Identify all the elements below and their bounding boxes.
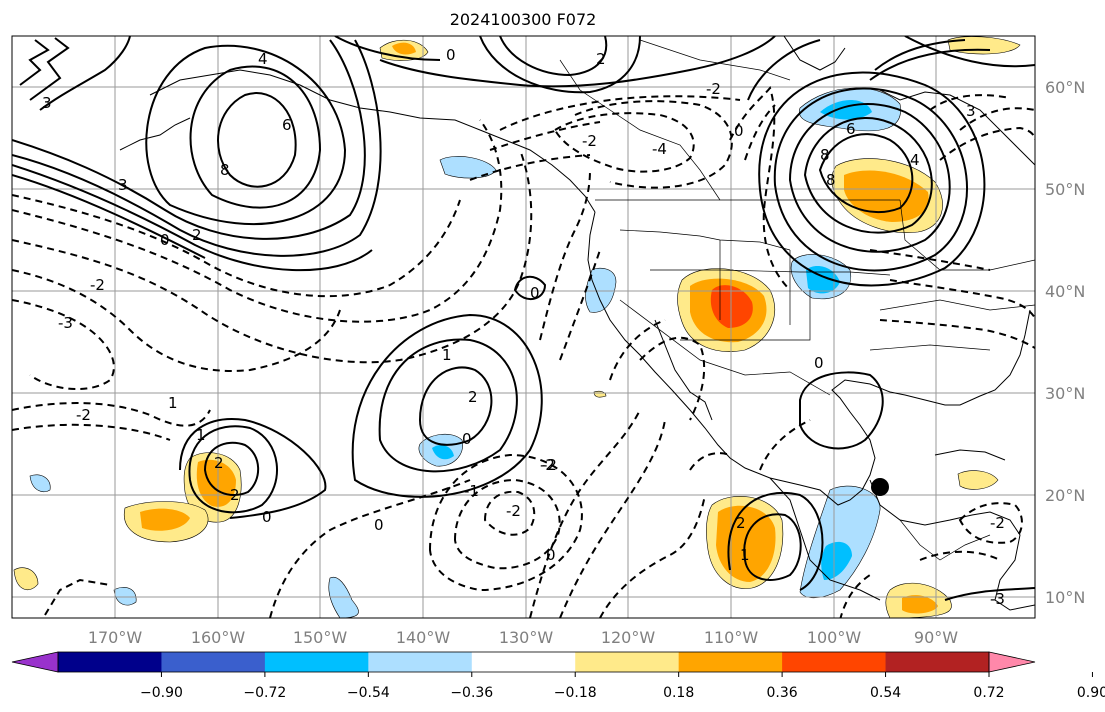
- colorbar-tick-label: −0.72: [243, 685, 286, 701]
- contour-label: 0: [734, 122, 744, 140]
- contour-label: -3: [990, 590, 1005, 608]
- contour-label: 8: [820, 146, 830, 164]
- lat-label: 60°N: [1045, 78, 1085, 97]
- contour-label: 3: [118, 176, 128, 194]
- lat-label: 20°N: [1045, 486, 1085, 505]
- contour-label: -2: [582, 132, 597, 150]
- colorbar-tick-label: −0.36: [450, 685, 493, 701]
- contour-label: 0: [530, 284, 540, 302]
- longitude-labels: 170°W 160°W 150°W 140°W 130°W 120°W 110°…: [88, 628, 958, 647]
- contour-label: 2: [596, 50, 606, 68]
- contour-labels: 4 6 8 3 0 2 3 2 0 -2 -2 -4 6 8 8 4 3 0 -…: [42, 46, 1005, 608]
- lat-label: 50°N: [1045, 180, 1085, 199]
- contour-label: 2: [192, 226, 202, 244]
- solid-contours: [12, 36, 1035, 601]
- station-marker: [871, 478, 889, 496]
- contour-label: -2: [506, 502, 521, 520]
- contour-label: -3: [58, 314, 73, 332]
- contour-label: 0: [160, 231, 170, 249]
- colorbar-cell: [58, 652, 162, 672]
- colorbar-cell: [885, 652, 990, 672]
- lon-label: 100°W: [807, 628, 862, 647]
- colorbar-tick-labels: −0.90 −0.72 −0.54 −0.36 −0.18 0.18 0.36 0.54 0.7…: [140, 672, 1105, 701]
- contour-label: 6: [846, 120, 856, 138]
- contour-label: 2: [230, 486, 240, 504]
- lon-label: 120°W: [601, 628, 656, 647]
- map-title: 2024100300 F072: [450, 10, 597, 29]
- colorbar-cell: [471, 652, 576, 672]
- coastlines: [119, 36, 1035, 611]
- lon-label: 160°W: [191, 628, 246, 647]
- contour-label: 2: [214, 454, 224, 472]
- contour-label: 1: [442, 346, 452, 364]
- contour-label: -2: [540, 456, 555, 474]
- lon-label: 170°W: [88, 628, 143, 647]
- contour-label: 0: [446, 46, 456, 64]
- contour-label: 0: [374, 516, 384, 534]
- contour-label: 8: [826, 171, 836, 189]
- contour-label: 1: [168, 394, 178, 412]
- graticule: [12, 36, 1035, 618]
- colorbar-cells: [12, 652, 1035, 672]
- colorbar-tick-label: −0.18: [554, 685, 597, 701]
- colorbar-tick-label: 0.18: [663, 685, 694, 701]
- contour-label: -4: [652, 140, 667, 158]
- colorbar-cell: [575, 652, 680, 672]
- dashed-contours: [12, 85, 1035, 618]
- colorbar: −0.90 −0.72 −0.54 −0.36 −0.18 0.18 0.36 0.54 0.7…: [11, 651, 1105, 701]
- lat-label: 10°N: [1045, 588, 1085, 607]
- lon-label: 130°W: [499, 628, 554, 647]
- colorbar-cell: [161, 652, 266, 672]
- lon-label: 110°W: [704, 628, 759, 647]
- colorbar-tick-label: 0.54: [870, 685, 901, 701]
- map-panel: [11, 35, 1036, 619]
- contour-label: -2: [542, 456, 557, 474]
- contour-label: 1: [740, 546, 750, 564]
- contour-label: 0: [546, 546, 556, 564]
- contour-label: 6: [282, 116, 292, 134]
- borders: [559, 39, 1035, 561]
- contour-label: 0: [462, 430, 472, 448]
- contour-label: 8: [220, 161, 230, 179]
- lat-label: 30°N: [1045, 384, 1085, 403]
- contour-label: -2: [76, 406, 91, 424]
- lon-label: 140°W: [396, 628, 451, 647]
- contour-label: 2: [468, 388, 478, 406]
- contour-label: 4: [910, 151, 920, 169]
- contour-label: -2: [706, 80, 721, 98]
- contour-label: 0: [814, 354, 824, 372]
- lon-label: 150°W: [293, 628, 348, 647]
- shading: [13, 36, 1021, 618]
- colorbar-cell: [782, 652, 887, 672]
- lat-label: 40°N: [1045, 282, 1085, 301]
- contour-label: 4: [258, 50, 268, 68]
- colorbar-tick-label: −0.90: [140, 685, 183, 701]
- contour-label: -2: [990, 514, 1005, 532]
- contour-label: 3: [42, 94, 52, 112]
- contour-label: 2: [736, 514, 746, 532]
- colorbar-tick-label: 0.90: [1077, 685, 1105, 701]
- map-frame: [11, 35, 1036, 619]
- colorbar-tick-label: 0.72: [973, 685, 1004, 701]
- colorbar-tick-label: 0.36: [767, 685, 798, 701]
- colorbar-tick-label: −0.54: [347, 685, 390, 701]
- colorbar-cell: [264, 652, 369, 672]
- colorbar-extend-max: [989, 652, 1035, 672]
- colorbar-extend-min: [12, 652, 58, 672]
- contour-label: 1: [196, 426, 206, 444]
- colorbar-cell: [678, 652, 783, 672]
- contour-label: -1: [464, 482, 479, 500]
- lon-label: 90°W: [914, 628, 958, 647]
- colorbar-cell: [368, 652, 473, 672]
- contour-label: 3: [966, 102, 976, 120]
- contour-label: -2: [90, 276, 105, 294]
- contour-label: 0: [262, 508, 272, 526]
- latitude-labels: 60°N 50°N 40°N 30°N 20°N 10°N: [1045, 78, 1085, 607]
